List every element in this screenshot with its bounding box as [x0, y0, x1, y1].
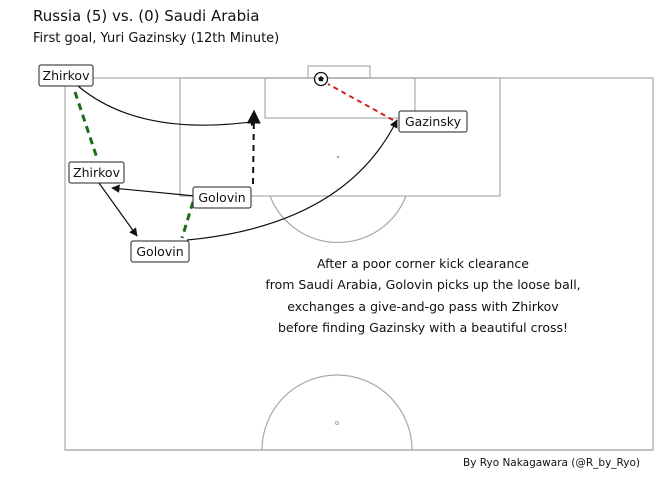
author-credit: By Ryo Nakagawara (@R_by_Ryo) — [463, 457, 641, 469]
pitch-markings — [64, 65, 654, 451]
penalty-spot — [336, 155, 340, 159]
chart-title: Russia (5) vs. (0) Saudi Arabia — [33, 7, 260, 25]
soccer-ball-icon — [313, 71, 329, 87]
player-name: Zhirkov — [73, 165, 121, 180]
description-line: from Saudi Arabia, Golovin picks up the … — [265, 277, 581, 293]
penalty-arc — [269, 195, 407, 243]
description-line: exchanges a give-and-go pass with Zhirko… — [287, 298, 559, 314]
dribble-zhirkov — [73, 91, 99, 159]
player-label-golovin-cross: Golovin — [130, 240, 190, 263]
cross-golovin-to-gazinsky — [186, 119, 398, 241]
pass-zhirkov-corner — [77, 85, 259, 127]
play-description: After a poor corner kick clearance from … — [228, 253, 618, 338]
description-line: After a poor corner kick clearance — [317, 256, 529, 271]
dribble-golovin — [180, 201, 195, 239]
goal — [307, 65, 371, 79]
player-label-golovin-mid: Golovin — [192, 186, 252, 209]
player-label-gazinsky: Gazinsky — [398, 110, 468, 133]
chart-subtitle: First goal, Yuri Gazinsky (12th Minute) — [33, 31, 280, 46]
description-line: before finding Gazinsky with a beautiful… — [277, 319, 569, 335]
pass-golovin-to-zhirkov — [111, 184, 196, 197]
shot-gazinsky — [327, 83, 394, 121]
player-name: Gazinsky — [405, 114, 462, 129]
center-spot — [335, 421, 339, 425]
player-label-zhirkov-mid: Zhirkov — [68, 161, 125, 184]
penalty-area — [179, 77, 501, 197]
pass-run-to-box — [246, 109, 261, 185]
pass-zhirkov-to-golovin — [98, 182, 138, 237]
center-circle — [261, 374, 413, 451]
dribbles — [73, 91, 195, 239]
player-name: Golovin — [198, 190, 245, 205]
player-name: Golovin — [136, 244, 183, 259]
passes — [77, 85, 398, 241]
player-label-zhirkov-start: Zhirkov — [38, 64, 94, 87]
player-name: Zhirkov — [43, 68, 91, 83]
goal-area — [264, 77, 416, 119]
